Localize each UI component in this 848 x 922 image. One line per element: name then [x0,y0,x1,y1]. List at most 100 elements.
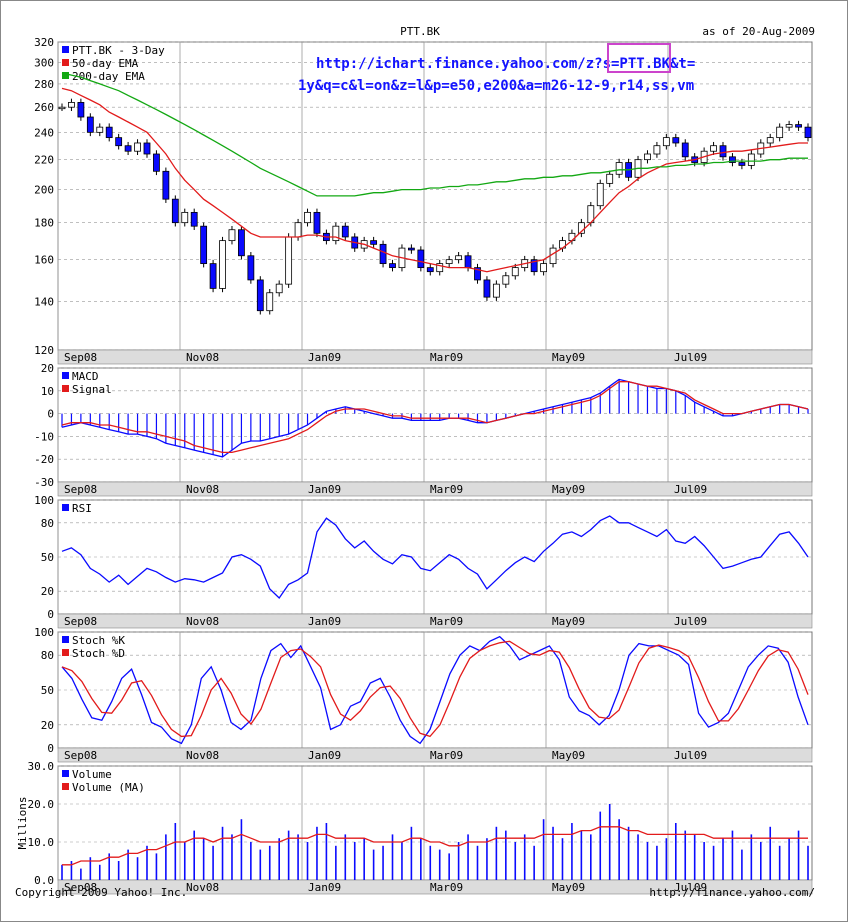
as-of-date: as of 20-Aug-2009 [702,25,815,38]
x-tick-label: Jul09 [674,615,707,628]
stoch-d-line [61,640,809,738]
y-tick-label-price: 180 [34,217,54,230]
legend-label: MACD [72,370,99,383]
candle-body [115,137,123,147]
candle-body [247,255,255,281]
y-tick-label-macd: -30 [34,476,54,489]
candle-body [568,232,576,242]
x-tick-label: Sep08 [64,749,97,762]
legend-swatch [62,372,69,379]
x-tick-label: Jan09 [308,881,341,894]
candle-body [181,211,189,224]
legend-label: PTT.BK - 3-Day [72,44,165,57]
candle-body [483,279,491,298]
y-tick-label-price: 140 [34,296,54,309]
panel-price [57,41,813,351]
legend-label: Stoch %D [72,647,125,660]
candle-body [190,211,198,227]
x-tick-label: Jan09 [308,749,341,762]
candle-body [795,124,802,128]
candle-body [256,279,264,312]
legend-swatch [62,649,69,656]
legend-label: 200-day EMA [72,70,145,83]
candle-body [426,267,434,273]
y-tick-label-macd: 20 [41,362,54,375]
candle-body [776,126,784,139]
x-tick-label: Jan09 [308,351,341,364]
x-tick-label: Nov08 [186,881,219,894]
candle-body [672,137,680,144]
y-tick-label-stoch: 0 [47,742,54,755]
candle-body [294,222,302,238]
x-tick-label: Nov08 [186,615,219,628]
candle-body [492,283,500,298]
signal-line [61,381,809,454]
candle-body [58,106,66,110]
y-tick-label-volume: 20.0 [28,798,55,811]
date-strip-price [57,349,813,365]
candle-body [275,283,283,294]
volume-axis-label: Millions [16,797,29,850]
panel-macd [57,367,813,483]
legend-swatch [62,72,69,79]
candle-body [238,229,245,257]
legend-label: RSI [72,502,92,515]
annotation-url-line1: http://ichart.finance.yahoo.com/z?s=PTT.… [316,56,695,72]
x-tick-label: Jan09 [308,615,341,628]
candle-body [710,145,717,152]
candle-body [417,249,425,269]
candle-body [304,211,311,224]
stoch-k-line [61,635,809,745]
candle-body [766,137,774,144]
legend-label: 50-day EMA [72,57,139,70]
x-tick-label: Jul09 [674,881,707,894]
candle-body [738,162,746,166]
candle-body [804,126,812,139]
volume-ma-line [62,826,808,866]
candle-body [530,259,538,273]
x-tick-label: Sep08 [64,615,97,628]
candle-body [681,142,689,158]
y-tick-label-macd: 10 [41,385,54,398]
candle-body [134,142,141,152]
legend-label: Volume [72,768,112,781]
y-tick-label-rsi: 100 [34,494,54,507]
candle-body [606,173,614,184]
candle-body [209,263,217,289]
date-strip-stoch [57,747,813,763]
candle-body [162,170,170,200]
legend-swatch [62,504,69,511]
candle-body [285,236,293,285]
candle-body [228,229,236,242]
x-tick-label: Mar09 [430,351,463,364]
y-tick-label-price: 320 [34,36,54,49]
candle-body [719,145,727,158]
candle-body [464,255,472,269]
footer-url: http://finance.yahoo.com/ [649,886,815,899]
candle-body [540,263,547,273]
candle-body [653,145,661,155]
candle-body [729,156,736,163]
annotation-url-line2: 1y&q=c&l=on&z=l&p=e50,e200&a=m26-12-9,r1… [298,78,694,94]
x-tick-label: Sep08 [64,351,97,364]
y-tick-label-stoch: 100 [34,626,54,639]
x-tick-label: May09 [552,749,585,762]
candle-body [474,267,481,281]
legend-label: Signal [72,383,112,396]
x-tick-label: Jul09 [674,483,707,496]
candle-body [596,182,604,207]
candle-body [143,142,151,155]
x-tick-label: Nov08 [186,351,219,364]
y-tick-label-stoch: 50 [41,684,54,697]
candle-body [153,153,160,172]
candle-body [747,153,755,166]
x-tick-label: Jul09 [674,749,707,762]
x-tick-label: Nov08 [186,483,219,496]
candle-body [785,124,793,128]
candle-body [96,126,104,133]
macd-line [61,378,809,458]
candle-body [455,255,463,261]
y-tick-label-price: 260 [34,101,54,114]
x-tick-label: May09 [552,615,585,628]
